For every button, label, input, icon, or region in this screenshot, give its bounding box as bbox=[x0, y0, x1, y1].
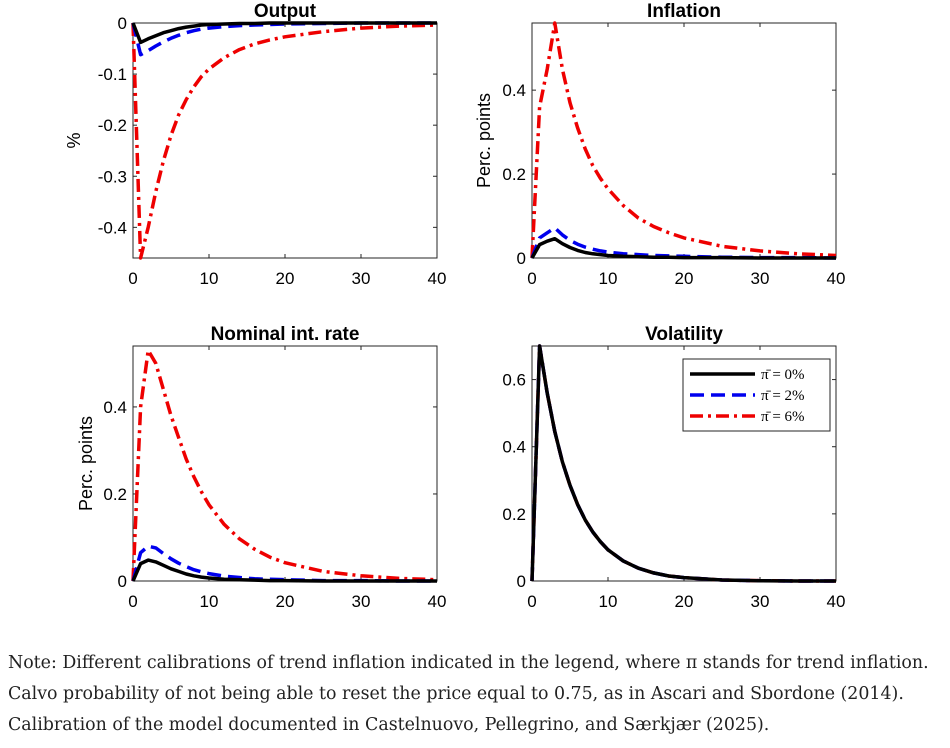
y-tick-label: 0.2 bbox=[502, 165, 526, 184]
legend-label: π̄ = 6% bbox=[761, 409, 805, 425]
x-tick-label: 20 bbox=[276, 592, 295, 611]
series-line-solid bbox=[131, 21, 437, 45]
panel-title: Output bbox=[254, 1, 317, 22]
panel-title: Inflation bbox=[647, 1, 721, 22]
panel-title: Volatility bbox=[645, 324, 723, 345]
x-tick-label: 10 bbox=[200, 269, 219, 288]
panel-title: Nominal int. rate bbox=[211, 324, 360, 345]
y-axis-label: % bbox=[64, 132, 84, 148]
legend-label: π̄ = 2% bbox=[761, 388, 805, 404]
y-tick-label: -0.2 bbox=[98, 116, 127, 135]
series-line-solid bbox=[530, 236, 836, 260]
y-tick-label: 0.4 bbox=[502, 81, 526, 100]
note-line-1: Note: Different calibrations of trend in… bbox=[8, 653, 929, 673]
y-tick-label: 0.2 bbox=[103, 485, 127, 504]
axes-box bbox=[132, 345, 438, 582]
x-tick-label: 40 bbox=[428, 269, 447, 288]
y-tick-label: -0.3 bbox=[98, 167, 127, 186]
y-tick-label: 0 bbox=[118, 14, 127, 33]
x-tick-label: 20 bbox=[276, 269, 295, 288]
x-tick-label: 30 bbox=[352, 592, 371, 611]
figure-area: 0 10 20 30 40 -0.4 -0.3 -0.2 -0.1 0 Output% 0 10 20 3… bbox=[64, 1, 845, 611]
x-tick-label: 0 bbox=[128, 592, 137, 611]
y-tick-label: -0.4 bbox=[98, 218, 127, 237]
y-tick-label: 0.4 bbox=[502, 438, 526, 457]
x-tick-label: 40 bbox=[428, 592, 447, 611]
legend-box bbox=[682, 358, 831, 432]
x-tick-label: 10 bbox=[599, 592, 618, 611]
y-tick-label: 0 bbox=[517, 249, 526, 268]
note-line-2: Calvo probability of not being able to r… bbox=[8, 684, 904, 704]
x-tick-label: 0 bbox=[527, 592, 536, 611]
nominal-int-rate-panel: 0 10 20 30 40 0 0.2 0.4 Nominal int. rate Perc. p… bbox=[76, 324, 446, 611]
volatility-panel: 0 10 20 30 40 0 0.2 0.4 0.6 Volatility π̄ = 0% π̄ =… bbox=[502, 324, 845, 611]
series-line-dashdot bbox=[530, 21, 837, 259]
x-tick-label: 20 bbox=[675, 269, 694, 288]
note-line-3: Calibration of the model documented in C… bbox=[8, 715, 770, 735]
figure-note: Note: Different calibrations of trend in… bbox=[8, 648, 948, 741]
y-tick-label: 0.2 bbox=[502, 505, 526, 524]
x-tick-label: 30 bbox=[352, 269, 371, 288]
legend-label: π̄ = 0% bbox=[761, 367, 805, 383]
y-tick-label: 0 bbox=[118, 572, 127, 591]
y-tick-label: 0 bbox=[517, 572, 526, 591]
y-axis-label: Perc. points bbox=[474, 93, 494, 188]
y-tick-label: -0.1 bbox=[98, 65, 127, 84]
axes-box bbox=[132, 22, 438, 259]
y-axis-label: Perc. points bbox=[76, 416, 96, 511]
x-tick-label: 40 bbox=[827, 269, 846, 288]
output-panel: 0 10 20 30 40 -0.4 -0.3 -0.2 -0.1 0 Output% bbox=[64, 1, 446, 288]
x-tick-label: 10 bbox=[200, 592, 219, 611]
y-tick-label: 0.4 bbox=[103, 398, 127, 417]
x-tick-label: 0 bbox=[128, 269, 137, 288]
x-tick-label: 30 bbox=[751, 269, 770, 288]
x-tick-label: 0 bbox=[527, 269, 536, 288]
series-line-solid bbox=[530, 344, 836, 583]
y-tick-label: 0.6 bbox=[502, 371, 526, 390]
series-line-dashdot bbox=[131, 348, 438, 582]
axes-box bbox=[531, 22, 837, 259]
inflation-panel: 0 10 20 30 40 0 0.2 0.4 Inflation Perc. points bbox=[474, 1, 845, 288]
x-tick-label: 10 bbox=[599, 269, 618, 288]
x-tick-label: 20 bbox=[675, 592, 694, 611]
series-line-dashed bbox=[530, 226, 837, 260]
x-tick-label: 40 bbox=[827, 592, 846, 611]
x-tick-label: 30 bbox=[751, 592, 770, 611]
series-line-dashdot bbox=[131, 22, 438, 260]
series-line-solid bbox=[131, 558, 437, 583]
